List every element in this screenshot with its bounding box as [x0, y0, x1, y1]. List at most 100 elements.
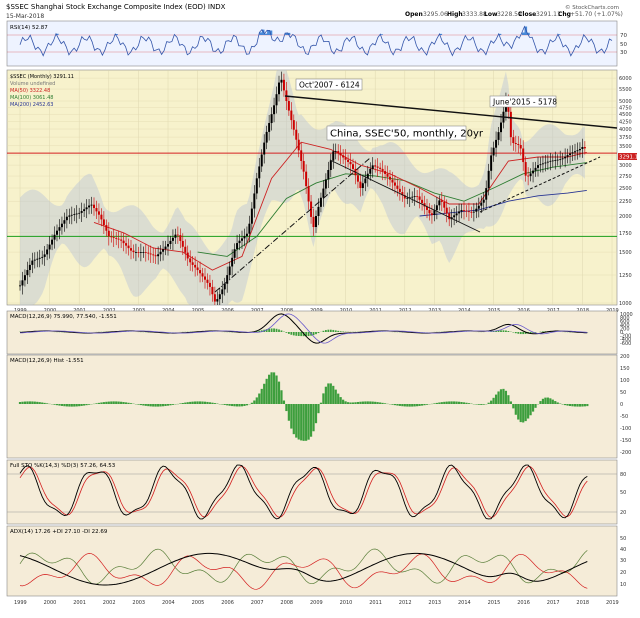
- candle-body: [465, 211, 467, 212]
- candle-body: [21, 280, 23, 285]
- macd-hist2-bar: [468, 403, 470, 404]
- candle-body: [211, 287, 213, 294]
- macd-hist2-bar: [61, 404, 63, 406]
- candle-body: [58, 227, 60, 230]
- price-tick-label: 1000: [619, 301, 632, 307]
- price-tick-label: 5000: [619, 99, 632, 105]
- candle-body: [562, 158, 564, 159]
- rsi-label: RSI(14) 52.87: [10, 25, 48, 31]
- macd-label: MACD(12,26,9) 75.990, 77.540, -1.551: [10, 314, 117, 320]
- candle-body: [100, 215, 102, 220]
- price-tick-label: 5500: [619, 87, 632, 93]
- macd-hist2-bar: [24, 402, 26, 404]
- macd-hist2-bar: [150, 404, 152, 406]
- candle-body: [49, 245, 51, 250]
- macd-hist2-bar: [184, 403, 186, 404]
- candle-body: [258, 166, 260, 178]
- price-tick-label: 4250: [619, 119, 632, 125]
- macd-hist-bar: [268, 329, 270, 332]
- candle-body: [167, 244, 169, 247]
- macd-hist2-bar: [396, 404, 398, 406]
- macd-hist2-bar: [105, 402, 107, 404]
- macd-hist2-bar: [512, 404, 514, 408]
- candle-body: [61, 224, 63, 227]
- candle-body: [512, 137, 514, 143]
- macd-hist-bar: [335, 330, 337, 332]
- candle-body: [327, 170, 329, 179]
- macd-hist-bar: [337, 331, 339, 332]
- macd-hist2-bar: [510, 401, 512, 404]
- macd-hist2-bar: [201, 402, 203, 404]
- candle-body: [298, 140, 300, 151]
- candle-body: [369, 169, 371, 174]
- candle-body: [303, 161, 305, 172]
- macd-hist-bar: [500, 330, 502, 332]
- macd-hist2-bar: [497, 391, 499, 404]
- macd-hist-tick-label: 0: [620, 402, 623, 408]
- candle-body: [305, 172, 307, 186]
- macd-hist-label: MACD(12,26,9) Hist -1.551: [10, 358, 84, 364]
- candle-body: [93, 205, 95, 208]
- candle-body: [515, 143, 517, 144]
- svg-text:$SSEC (Monthly) 3291.11: $SSEC (Monthly) 3291.11: [10, 74, 74, 80]
- price-tick-label: 3750: [619, 135, 632, 141]
- macd-hist2-bar: [46, 403, 48, 404]
- candle-body: [34, 260, 36, 261]
- candle-body: [532, 171, 534, 174]
- macd-hist-bar: [508, 331, 510, 332]
- macd-hist2-bar: [317, 404, 319, 413]
- macd-hist2-bar: [354, 402, 356, 404]
- macd-hist2-bar: [384, 403, 386, 404]
- macd-hist-bar: [273, 328, 275, 332]
- candle-body: [330, 161, 332, 170]
- candle-body: [574, 151, 576, 152]
- candle-body: [576, 150, 578, 151]
- macd-hist-tick-label: 50: [620, 390, 626, 396]
- candle-body: [165, 247, 167, 250]
- macd-hist2-bar: [214, 403, 216, 404]
- macd-hist2-bar: [342, 400, 344, 404]
- macd-hist2-bar: [547, 398, 549, 404]
- candle-body: [530, 173, 532, 176]
- macd-hist2-bar: [584, 404, 586, 406]
- candle-body: [234, 249, 236, 258]
- year-tick-label: 2017: [547, 600, 560, 606]
- candle-body: [243, 236, 245, 238]
- candle-body: [446, 208, 448, 214]
- macd-hist2-bar: [576, 404, 578, 407]
- candle-body: [26, 270, 28, 275]
- candle-body: [453, 215, 455, 217]
- macd-hist2-bar: [263, 384, 265, 404]
- macd-hist2-bar: [231, 404, 233, 406]
- macd-hist2-bar: [120, 402, 122, 404]
- candle-body: [140, 252, 142, 253]
- macd-hist2-bar: [357, 402, 359, 404]
- macd-hist2-bar: [300, 404, 302, 440]
- candle-body: [554, 160, 556, 161]
- candle-body: [39, 258, 41, 259]
- candle-body: [443, 202, 445, 208]
- macd-hist-tick-label: -100: [620, 426, 631, 432]
- macd-hist2-bar: [157, 404, 159, 407]
- candle-body: [71, 215, 73, 216]
- candle-body: [419, 196, 421, 199]
- candle-body: [137, 252, 139, 253]
- macd-hist2-bar: [162, 404, 164, 406]
- candle-body: [150, 254, 152, 255]
- candle-body: [182, 241, 184, 247]
- candle-body: [288, 101, 290, 111]
- candle-body: [564, 157, 566, 159]
- candle-body: [214, 294, 216, 301]
- macd-hist-bar: [325, 330, 327, 332]
- watermark: © StockCharts.com: [565, 4, 619, 11]
- macd-hist2-bar: [345, 401, 347, 404]
- macd-hist-bar: [503, 330, 505, 332]
- stoch-axis: 80 50 20: [620, 472, 626, 516]
- macd-hist2-bar: [557, 402, 559, 404]
- candle-body: [315, 216, 317, 227]
- macd-hist2-bar: [238, 404, 240, 406]
- candle-body: [547, 162, 549, 163]
- macd-hist2-bar: [256, 397, 258, 404]
- candle-body: [441, 200, 443, 202]
